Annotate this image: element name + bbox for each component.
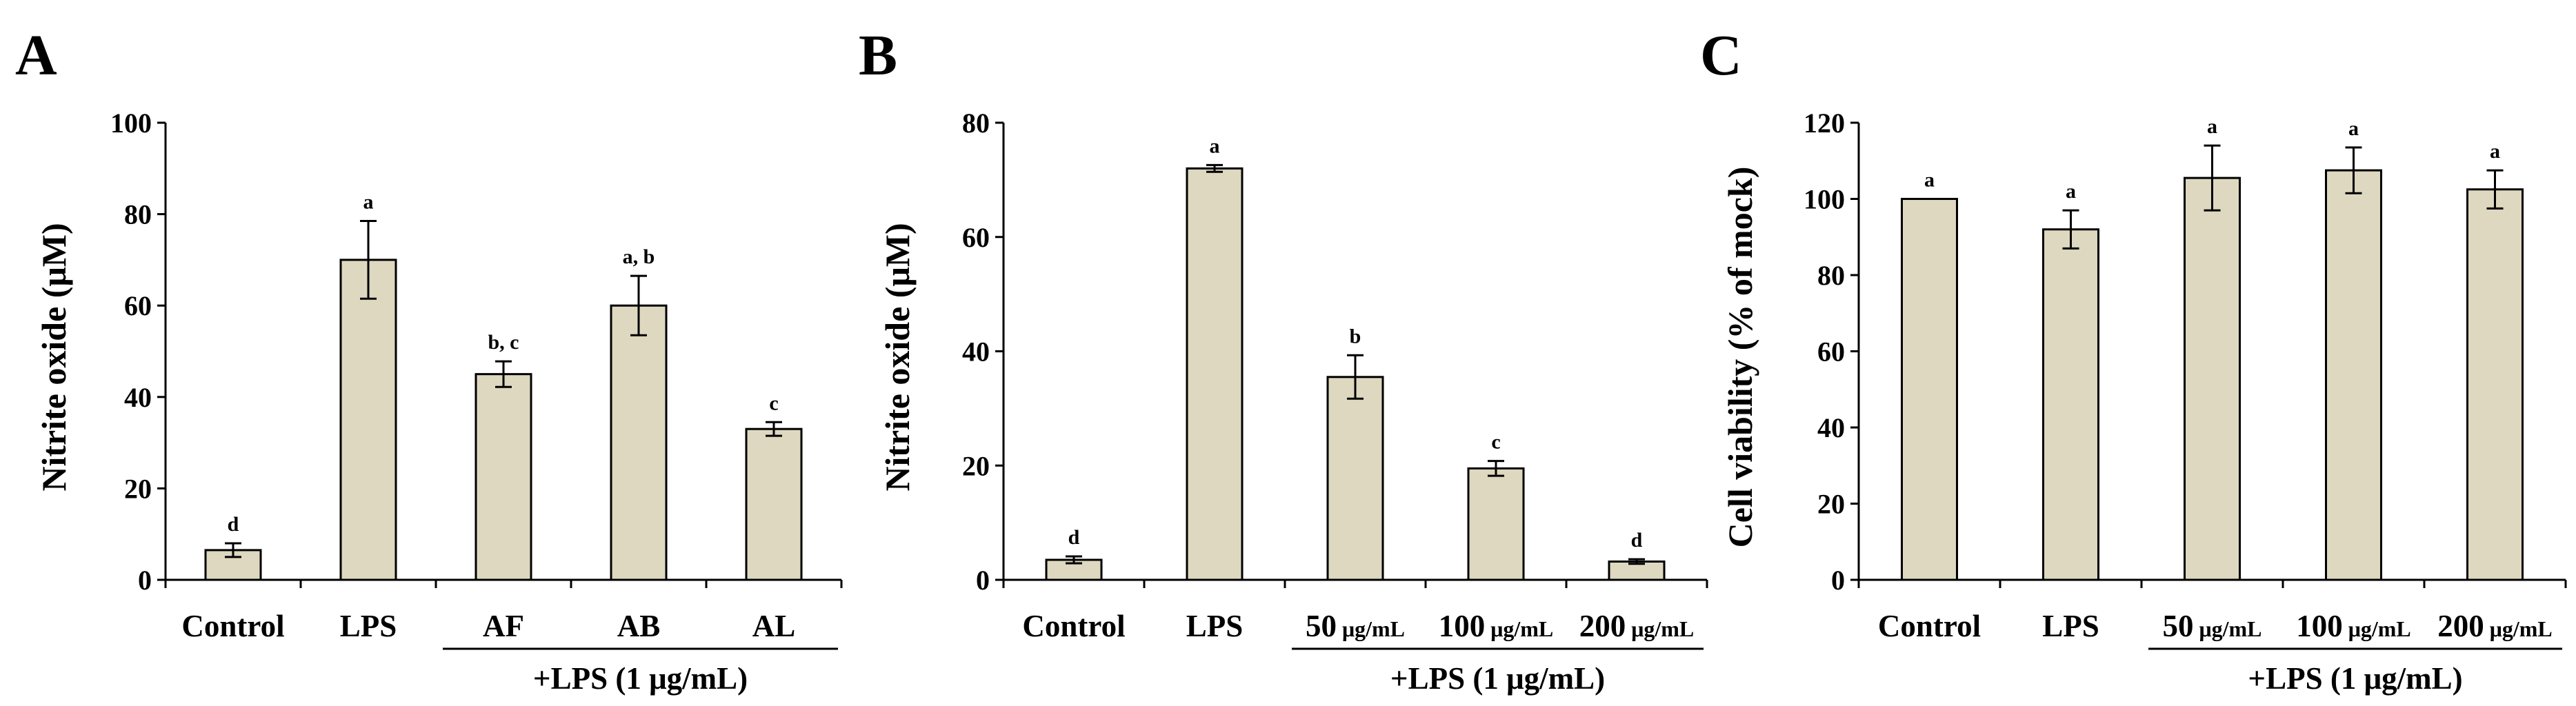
panel-b-category-unit: μg/mL: [1342, 616, 1405, 641]
panel-a-category-label: AF: [483, 609, 524, 643]
panel-c-bar: [2466, 188, 2524, 581]
panel-a-significance-label: c: [769, 392, 778, 414]
panel-b-y-tick-label: 0: [976, 565, 990, 596]
panel-a-plot: 0 20 40 60 80 100 d Control a LPS b, c AF a, b AB c AL+…: [110, 108, 843, 696]
panel-b-category-label: LPS: [1186, 609, 1244, 643]
panel-a-bar: [610, 304, 668, 581]
panel-a-group-label: +LPS (1 μg/mL): [533, 661, 748, 696]
panel-b-bar: [1326, 376, 1384, 581]
panel-c-significance-label: a: [1924, 169, 1935, 192]
panel-c-category-main: 200: [2437, 609, 2484, 643]
panel-c-bar: [2325, 169, 2382, 581]
panel-c-significance-label: a: [2490, 140, 2500, 163]
panel-a-bar: [475, 373, 532, 581]
panel-b-y-tick-label: 20: [962, 450, 990, 481]
panel-a-y-tick-label: 80: [124, 199, 152, 230]
panel-b-significance-label: b: [1350, 325, 1361, 347]
panel-a-y-axis-label: Nitrite oxide (μM): [34, 223, 73, 491]
panel-c-category-label: 200 μg/mL: [2437, 609, 2553, 643]
panel-c-y-tick-label: 120: [1804, 108, 1845, 139]
panel-a-bar: [339, 259, 397, 581]
panel-a-significance-label: b, c: [488, 331, 519, 354]
panel-c-y-tick-label: 0: [1831, 565, 1845, 596]
panel-a-significance-label: a, b: [623, 245, 655, 268]
panel-b-y-tick-label: 40: [962, 336, 990, 367]
panel-c-category-unit: μg/mL: [2490, 616, 2553, 641]
panel-a-category-main: AB: [617, 609, 661, 643]
panel-c-category-label: 100 μg/mL: [2296, 609, 2411, 643]
panel-c-bar: [2184, 176, 2241, 581]
panel-b-category-main: Control: [1022, 609, 1125, 643]
panel-c-y-axis-label: Cell viability (% of mock): [1721, 167, 1759, 548]
panel-c: C Cell viability (% of mock) 0 20 40 60 80 10…: [1700, 23, 2567, 696]
panel-b-category-main: 100: [1439, 609, 1486, 643]
panel-b-bar: [1467, 467, 1525, 581]
panel-c-significance-label: a: [2348, 117, 2359, 140]
panel-b-y-tick-label: 80: [962, 108, 990, 139]
panel-c-category-main: LPS: [2042, 609, 2099, 643]
panel-b-group-label: +LPS (1 μg/mL): [1390, 661, 1605, 696]
panel-b-category-label: 100 μg/mL: [1439, 609, 1554, 643]
panel-a-category-main: LPS: [340, 609, 397, 643]
panel-c-y-tick-label: 60: [1817, 336, 1845, 367]
panel-a-category-label: LPS: [340, 609, 397, 643]
panel-a-bar: [204, 549, 262, 581]
panel-c-category-label: 50 μg/mL: [2162, 609, 2262, 643]
panel-a-y-tick-label: 60: [124, 290, 152, 321]
panel-a-significance-label: d: [228, 513, 239, 536]
panel-a-category-main: Control: [181, 609, 284, 643]
panel-a-category-label: AB: [617, 609, 661, 643]
panel-a-category-label: AL: [752, 609, 796, 643]
panel-a-category-main: AL: [752, 609, 796, 643]
panel-a-category-main: AF: [483, 609, 524, 643]
panel-c-group-label: +LPS (1 μg/mL): [2248, 661, 2462, 696]
panel-b-bar: [1186, 167, 1244, 581]
panel-b-category-label: 50 μg/mL: [1306, 609, 1405, 643]
panel-b-category-main: 200: [1579, 609, 1626, 643]
panel-a-y-tick-label: 0: [138, 565, 152, 596]
panel-a: A Nitrite oxide (μM) 0 20 40 60 80 100 d Contro…: [15, 23, 843, 696]
panel-c-y-tick-label: 20: [1817, 489, 1845, 520]
panel-b-significance-label: d: [1631, 529, 1643, 552]
panel-c-category-main: Control: [1878, 609, 1981, 643]
panel-b-category-label: Control: [1022, 609, 1125, 643]
panel-c-significance-label: a: [2207, 115, 2217, 138]
panel-b-category-label: 200 μg/mL: [1579, 609, 1695, 643]
panel-b-y-axis-label: Nitrite oxide (μM): [878, 223, 917, 491]
panel-b-category-unit: μg/mL: [1490, 616, 1553, 641]
panel-c-category-unit: μg/mL: [2348, 616, 2411, 641]
panel-a-y-tick-label: 20: [124, 473, 152, 504]
panel-a-y-tick-label: 100: [110, 108, 152, 139]
panel-c-category-main: 100: [2296, 609, 2343, 643]
panel-c-y-tick-label: 80: [1817, 260, 1845, 291]
panel-b-letter: B: [859, 23, 897, 88]
panel-a-bar: [745, 427, 803, 581]
panel-a-y-tick-label: 40: [124, 382, 152, 413]
panel-c-category-main: 50: [2162, 609, 2193, 643]
panel-b-significance-label: c: [1491, 431, 1500, 454]
panel-b-category-main: 50: [1306, 609, 1337, 643]
panel-c-bar: [2042, 228, 2099, 581]
panel-c-category-label: Control: [1878, 609, 1981, 643]
panel-b-significance-label: a: [1210, 134, 1220, 157]
panel-c-bar: [1901, 198, 1958, 581]
panel-c-letter: C: [1700, 23, 1742, 88]
panel-c-category-unit: μg/mL: [2199, 616, 2262, 641]
panel-a-letter: A: [15, 23, 57, 88]
panel-c-y-tick-label: 40: [1817, 412, 1845, 443]
panel-b-category-unit: μg/mL: [1631, 616, 1694, 641]
panel-b-category-main: LPS: [1186, 609, 1244, 643]
panel-b-significance-label: d: [1068, 526, 1080, 549]
panel-a-significance-label: a: [363, 191, 374, 214]
panel-b: B Nitrite oxide (μM) 0 20 40 60 80 d Control a L…: [859, 23, 1708, 696]
panel-b-y-tick-label: 60: [962, 222, 990, 253]
panel-c-y-tick-label: 100: [1804, 184, 1845, 215]
panel-a-category-label: Control: [181, 609, 284, 643]
panel-c-significance-label: a: [2066, 180, 2076, 203]
panel-c-category-label: LPS: [2042, 609, 2099, 643]
